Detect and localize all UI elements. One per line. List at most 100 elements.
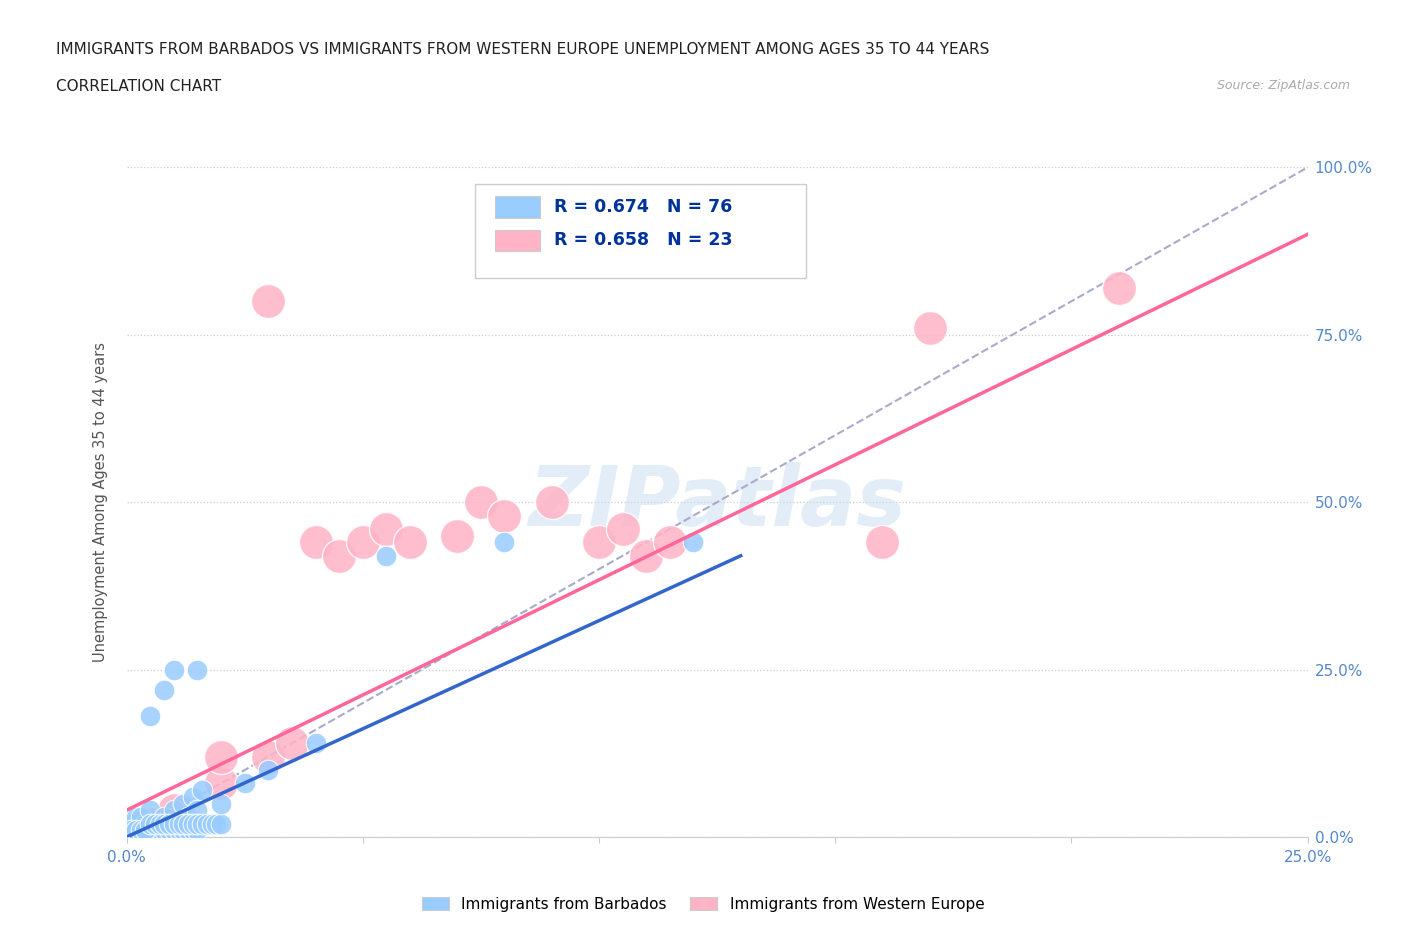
Point bbox=[134, 826, 156, 841]
Point bbox=[257, 750, 280, 764]
Point bbox=[588, 535, 610, 550]
Point bbox=[163, 817, 186, 831]
Point bbox=[125, 823, 148, 838]
Point bbox=[167, 823, 190, 838]
Point bbox=[257, 763, 280, 777]
Point bbox=[139, 830, 162, 844]
Point bbox=[139, 803, 162, 817]
Point bbox=[120, 830, 142, 844]
Point bbox=[134, 823, 156, 838]
Point bbox=[149, 823, 172, 838]
Point bbox=[129, 826, 152, 841]
Point bbox=[209, 796, 232, 811]
Point bbox=[163, 817, 186, 831]
Point bbox=[139, 817, 162, 831]
Point bbox=[134, 817, 156, 831]
Point bbox=[157, 817, 180, 831]
Point bbox=[139, 823, 162, 838]
Bar bbox=[495, 196, 540, 218]
Point bbox=[125, 830, 148, 844]
Point bbox=[139, 817, 162, 831]
Point bbox=[125, 826, 148, 841]
Point bbox=[918, 321, 941, 336]
Point bbox=[120, 823, 142, 838]
Text: R = 0.674   N = 76: R = 0.674 N = 76 bbox=[554, 198, 733, 216]
Point bbox=[446, 528, 468, 543]
Point bbox=[120, 826, 142, 841]
Point bbox=[375, 522, 398, 537]
Point bbox=[191, 783, 214, 798]
Point bbox=[157, 830, 180, 844]
Point bbox=[143, 830, 166, 844]
Point bbox=[209, 776, 232, 790]
Point bbox=[172, 823, 194, 838]
Point bbox=[186, 823, 208, 838]
Point bbox=[186, 817, 208, 831]
Point bbox=[149, 830, 172, 844]
Point bbox=[139, 709, 162, 724]
Point bbox=[658, 535, 681, 550]
Point bbox=[872, 535, 894, 550]
Point bbox=[233, 776, 256, 790]
Point bbox=[209, 817, 232, 831]
Point bbox=[470, 495, 492, 510]
Point bbox=[153, 809, 176, 824]
Point bbox=[157, 823, 180, 838]
Text: R = 0.658   N = 23: R = 0.658 N = 23 bbox=[554, 232, 733, 249]
Point bbox=[143, 823, 166, 838]
Point bbox=[167, 817, 190, 831]
Point bbox=[328, 549, 350, 564]
Text: CORRELATION CHART: CORRELATION CHART bbox=[56, 79, 221, 94]
Point bbox=[682, 535, 704, 550]
Point bbox=[129, 809, 152, 824]
Point bbox=[157, 823, 180, 838]
Point bbox=[125, 823, 148, 838]
Text: Source: ZipAtlas.com: Source: ZipAtlas.com bbox=[1216, 79, 1350, 92]
Point bbox=[177, 817, 200, 831]
Point bbox=[120, 826, 142, 841]
Point bbox=[172, 796, 194, 811]
Point bbox=[191, 817, 214, 831]
Point bbox=[163, 823, 186, 838]
Point bbox=[281, 736, 304, 751]
Point bbox=[494, 535, 516, 550]
Point bbox=[129, 830, 152, 844]
Point bbox=[304, 535, 326, 550]
Point bbox=[120, 817, 142, 831]
Point bbox=[195, 817, 218, 831]
Point bbox=[636, 549, 658, 564]
Point bbox=[153, 823, 176, 838]
Point bbox=[134, 830, 156, 844]
Point bbox=[129, 823, 152, 838]
Point bbox=[399, 535, 422, 550]
Point bbox=[1108, 281, 1130, 296]
Point bbox=[186, 662, 208, 677]
Point bbox=[149, 817, 172, 831]
Point bbox=[177, 809, 200, 824]
Point bbox=[153, 817, 176, 831]
Point bbox=[200, 817, 222, 831]
Y-axis label: Unemployment Among Ages 35 to 44 years: Unemployment Among Ages 35 to 44 years bbox=[93, 342, 108, 662]
Point bbox=[257, 294, 280, 309]
Point bbox=[143, 826, 166, 841]
Point bbox=[163, 803, 186, 817]
Point bbox=[163, 830, 186, 844]
Point bbox=[304, 736, 326, 751]
Point bbox=[125, 809, 148, 824]
Point bbox=[143, 817, 166, 831]
Point bbox=[181, 817, 204, 831]
Bar bbox=[495, 230, 540, 251]
Point bbox=[205, 817, 228, 831]
Point bbox=[352, 535, 374, 550]
Point bbox=[209, 750, 232, 764]
Legend: Immigrants from Barbados, Immigrants from Western Europe: Immigrants from Barbados, Immigrants fro… bbox=[416, 890, 990, 918]
FancyBboxPatch shape bbox=[475, 184, 806, 278]
Point bbox=[163, 662, 186, 677]
Point bbox=[181, 823, 204, 838]
Text: IMMIGRANTS FROM BARBADOS VS IMMIGRANTS FROM WESTERN EUROPE UNEMPLOYMENT AMONG AG: IMMIGRANTS FROM BARBADOS VS IMMIGRANTS F… bbox=[56, 42, 990, 57]
Point bbox=[153, 683, 176, 698]
Point bbox=[172, 817, 194, 831]
Point bbox=[129, 826, 152, 841]
Text: ZIPatlas: ZIPatlas bbox=[529, 461, 905, 543]
Point bbox=[186, 803, 208, 817]
